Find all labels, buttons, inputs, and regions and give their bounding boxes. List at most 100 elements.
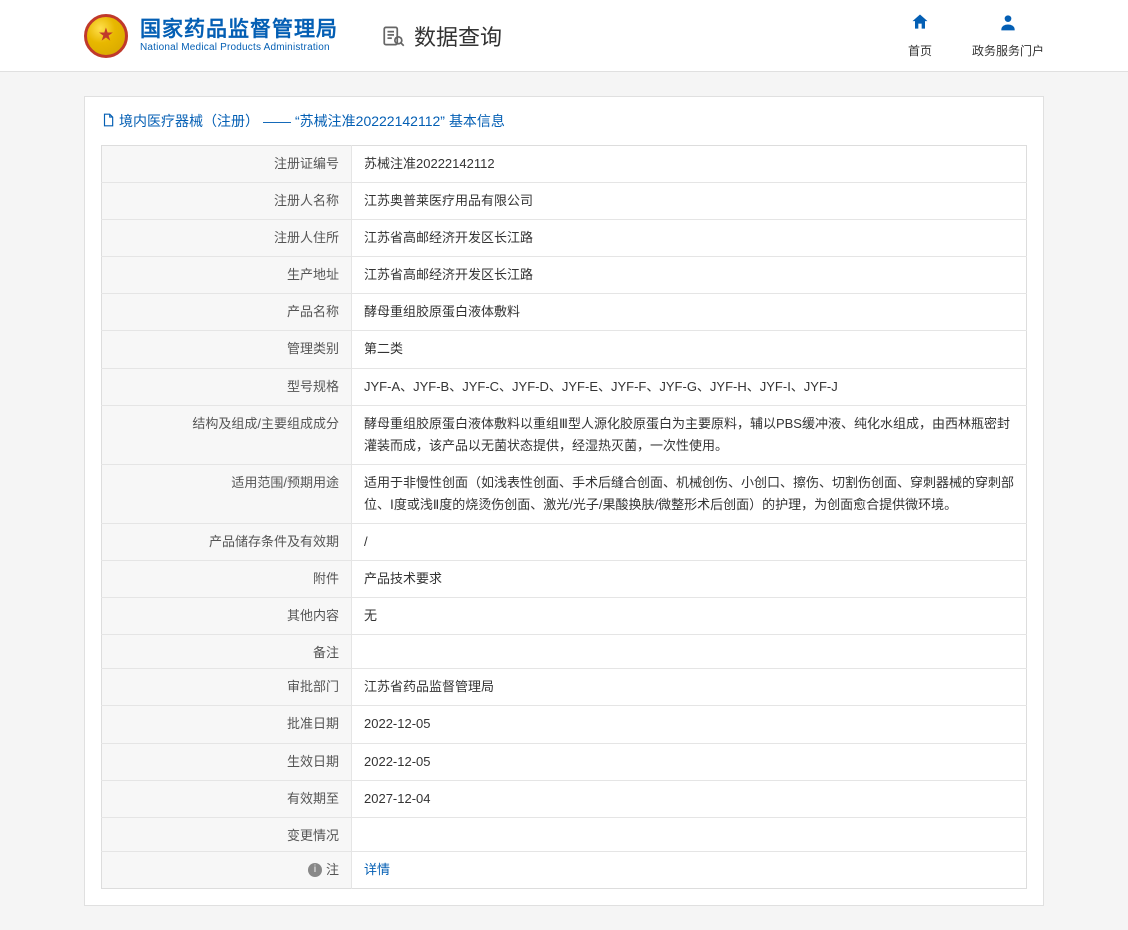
row-label-text: 其他内容 (287, 608, 339, 623)
row-label-text: 附件 (313, 571, 339, 586)
row-label-text: 适用范围/预期用途 (231, 475, 339, 490)
table-row: 生效日期 2022-12-05 (102, 743, 1027, 780)
row-value-text: / (364, 534, 368, 549)
row-value (352, 817, 1027, 851)
nav-home-label: 首页 (908, 42, 932, 59)
row-label-text: 产品储存条件及有效期 (209, 534, 339, 549)
row-value: 酵母重组胶原蛋白液体敷料 (352, 294, 1027, 331)
row-label: 生效日期 (102, 743, 352, 780)
row-label: 有效期至 (102, 780, 352, 817)
row-label-text: 结构及组成/主要组成成分 (192, 416, 339, 431)
row-value-text: 产品技术要求 (364, 571, 442, 586)
national-emblem-icon (84, 14, 128, 58)
row-label-text: 审批部门 (287, 679, 339, 694)
row-value-text: 第二类 (364, 341, 403, 356)
row-label-text: 管理类别 (287, 341, 339, 356)
row-label-text: 型号规格 (287, 379, 339, 394)
info-note-icon: i (308, 863, 322, 877)
row-label: 变更情况 (102, 817, 352, 851)
row-label-text: 有效期至 (287, 791, 339, 806)
header-inner: 国家药品监督管理局 National Medical Products Admi… (64, 12, 1064, 59)
home-icon (910, 12, 930, 38)
row-value: 适用于非慢性创面（如浅表性创面、手术后缝合创面、机械创伤、小创口、擦伤、切割伤创… (352, 464, 1027, 523)
section-title-group: 数据查询 (380, 20, 502, 52)
row-label: 生产地址 (102, 257, 352, 294)
row-label: 适用范围/预期用途 (102, 464, 352, 523)
row-value: 江苏省高邮经济开发区长江路 (352, 257, 1027, 294)
site-header: 国家药品监督管理局 National Medical Products Admi… (0, 0, 1128, 72)
row-label-text: 批准日期 (287, 716, 339, 731)
row-value: 江苏省高邮经济开发区长江路 (352, 220, 1027, 257)
table-row: 适用范围/预期用途 适用于非慢性创面（如浅表性创面、手术后缝合创面、机械创伤、小创… (102, 464, 1027, 523)
table-row: 批准日期 2022-12-05 (102, 706, 1027, 743)
nav-gov-portal[interactable]: 政务服务门户 (972, 12, 1044, 59)
table-row: 注册人住所 江苏省高邮经济开发区长江路 (102, 220, 1027, 257)
row-value-text: 江苏奥普莱医疗用品有限公司 (364, 193, 533, 208)
row-value-text: 酵母重组胶原蛋白液体敷料 (364, 304, 520, 319)
table-row: 生产地址江苏省高邮经济开发区长江路 (102, 257, 1027, 294)
row-value-text: 酵母重组胶原蛋白液体敷料以重组Ⅲ型人源化胶原蛋白为主要原料，辅以PBS缓冲液、纯… (364, 416, 1010, 453)
row-label: 注册人住所 (102, 220, 352, 257)
table-row: 产品储存条件及有效期 / (102, 524, 1027, 561)
table-row: 产品名称 酵母重组胶原蛋白液体敷料 (102, 294, 1027, 331)
row-value: 酵母重组胶原蛋白液体敷料以重组Ⅲ型人源化胶原蛋白为主要原料，辅以PBS缓冲液、纯… (352, 405, 1027, 464)
top-nav: 首页 政务服务门户 (908, 12, 1044, 59)
row-label: 批准日期 (102, 706, 352, 743)
row-label: 附件 (102, 561, 352, 598)
user-icon (998, 12, 1018, 38)
info-table: 注册证编号苏械注准20222142112注册人名称江苏奥普莱医疗用品有限公司注册… (101, 145, 1027, 889)
nav-home[interactable]: 首页 (908, 12, 932, 59)
row-value (352, 635, 1027, 669)
row-label: 结构及组成/主要组成成分 (102, 405, 352, 464)
row-value-text: 江苏省药品监督管理局 (364, 679, 494, 694)
row-value: JYF-A、JYF-B、JYF-C、JYF-D、JYF-E、JYF-F、JYF-… (352, 368, 1027, 405)
table-row: 变更情况 (102, 817, 1027, 851)
org-name-cn[interactable]: 国家药品监督管理局 (140, 17, 338, 42)
table-row: 备注 (102, 635, 1027, 669)
row-value-text: 无 (364, 608, 377, 623)
row-label-text: 变更情况 (287, 828, 339, 843)
row-label-text: 注册人名称 (274, 193, 339, 208)
row-value: 2027-12-04 (352, 780, 1027, 817)
breadcrumb-category[interactable]: 境内医疗器械（注册） (119, 111, 259, 131)
table-row: 注册人名称 江苏奥普莱医疗用品有限公司 (102, 183, 1027, 220)
row-label: 注册人名称 (102, 183, 352, 220)
table-row: 审批部门 江苏省药品监督管理局 (102, 669, 1027, 706)
row-label-text: 生产地址 (287, 267, 339, 282)
row-value-text: 江苏省高邮经济开发区长江路 (364, 230, 533, 245)
row-value-text: 2022-12-05 (364, 754, 431, 769)
row-value: / (352, 524, 1027, 561)
row-label-text: 产品名称 (287, 304, 339, 319)
row-value: 2022-12-05 (352, 706, 1027, 743)
row-label: 型号规格 (102, 368, 352, 405)
section-title: 数据查询 (414, 20, 502, 52)
row-value: 江苏省药品监督管理局 (352, 669, 1027, 706)
row-label-text: 注册证编号 (274, 156, 339, 171)
table-row: 型号规格 JYF-A、JYF-B、JYF-C、JYF-D、JYF-E、JYF-F、… (102, 368, 1027, 405)
detail-panel: 境内医疗器械（注册） —— “苏械注准20222142112” 基本信息 注册证… (84, 96, 1044, 906)
row-value-text: 苏械注准20222142112 (364, 156, 495, 171)
row-label-text: 生效日期 (287, 754, 339, 769)
row-value: 第二类 (352, 331, 1027, 368)
row-value: 产品技术要求 (352, 561, 1027, 598)
row-label-text: 注册人住所 (274, 230, 339, 245)
content-wrap: 境内医疗器械（注册） —— “苏械注准20222142112” 基本信息 注册证… (64, 96, 1064, 906)
table-row: i注详情 (102, 851, 1027, 888)
table-row: 管理类别 第二类 (102, 331, 1027, 368)
detail-link[interactable]: 详情 (364, 862, 390, 877)
row-label: 备注 (102, 635, 352, 669)
branding: 国家药品监督管理局 National Medical Products Admi… (84, 14, 502, 58)
row-label-text: 备注 (313, 645, 339, 660)
row-value: 详情 (352, 851, 1027, 888)
table-row: 有效期至 2027-12-04 (102, 780, 1027, 817)
row-label: i注 (102, 851, 352, 888)
row-value-text: 适用于非慢性创面（如浅表性创面、手术后缝合创面、机械创伤、小创口、擦伤、切割伤创… (364, 475, 1014, 512)
table-row: 附件 产品技术要求 (102, 561, 1027, 598)
row-label: 产品名称 (102, 294, 352, 331)
row-value: 江苏奥普莱医疗用品有限公司 (352, 183, 1027, 220)
breadcrumb-suffix: 基本信息 (449, 111, 505, 131)
row-value: 无 (352, 598, 1027, 635)
table-row: 其他内容 无 (102, 598, 1027, 635)
row-label: 产品储存条件及有效期 (102, 524, 352, 561)
table-row: 注册证编号 苏械注准20222142112 (102, 146, 1027, 183)
